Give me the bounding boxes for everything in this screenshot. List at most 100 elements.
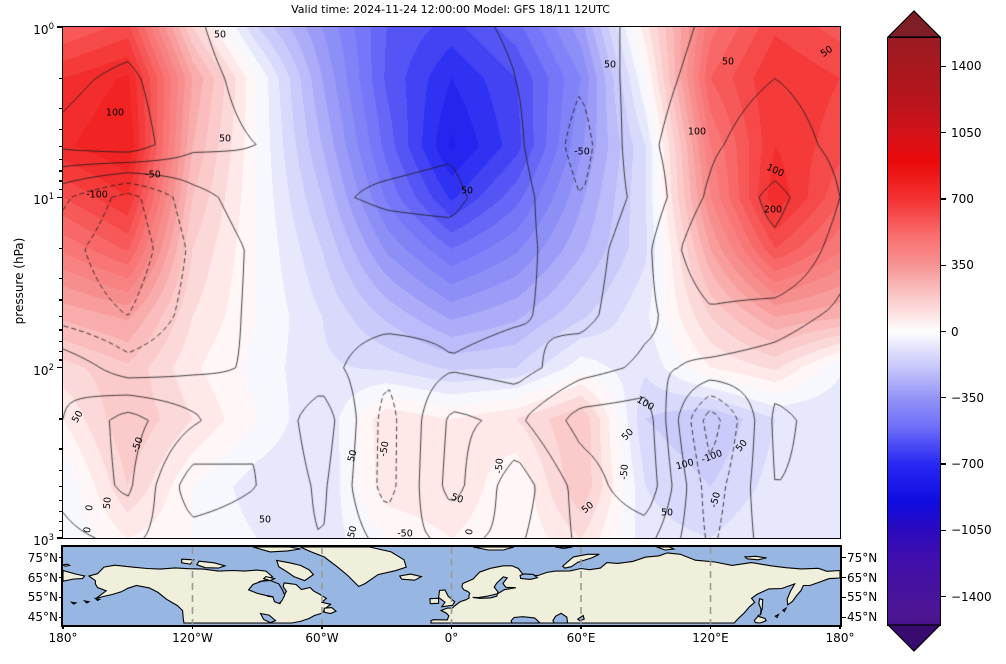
landmass-svalbard xyxy=(472,547,515,551)
landmass-ellesmere-island xyxy=(252,547,301,553)
map-lat-tick xyxy=(841,596,846,598)
landmass-aleutian-2 xyxy=(82,600,91,604)
landmass-na-mainland xyxy=(87,564,332,624)
y-axis-minor-tick xyxy=(59,189,63,191)
contour-label: 50 xyxy=(258,514,272,526)
map-lon-label: 120°E xyxy=(692,631,729,645)
contour-label: 50 xyxy=(218,133,232,145)
map-lat-tick xyxy=(841,616,846,618)
colorbar-tick xyxy=(941,330,946,333)
map-lon-tick xyxy=(709,625,712,629)
map-lon-tick xyxy=(450,625,453,629)
map-lat-label-left: 75°N xyxy=(27,550,58,565)
contour-label: -50 xyxy=(618,463,631,481)
map-lat-tick xyxy=(58,577,63,579)
water-body-black-sea xyxy=(510,616,542,624)
landmass-greenland xyxy=(300,547,407,588)
y-axis-minor-tick xyxy=(59,248,63,250)
y-axis-minor-tick xyxy=(59,159,63,161)
landmass-wrangel-island xyxy=(63,563,72,567)
map-lat-label-left: 55°N xyxy=(27,590,58,605)
colorbar-canvas xyxy=(888,38,940,625)
colorbar-tick-label: 0 xyxy=(951,324,959,339)
colorbar-tick xyxy=(941,198,946,200)
y-axis-minor-tick xyxy=(59,278,63,280)
y-axis-minor-tick xyxy=(59,529,63,531)
landmass-eurasia-mainland xyxy=(430,552,840,624)
map-lat-label-right: 65°N xyxy=(847,570,878,585)
colorbar-body xyxy=(887,37,941,626)
landmass-newfoundland xyxy=(323,607,338,615)
map-lat-tick xyxy=(841,557,846,559)
colorbar-tick xyxy=(941,397,946,399)
landmass-hokkaido xyxy=(753,615,767,624)
y-axis-minor-tick xyxy=(59,469,63,471)
colorbar-tick xyxy=(941,65,946,67)
colorbar-tick xyxy=(941,529,946,531)
landmass-baffin-island xyxy=(275,559,315,582)
y-axis-minor-tick xyxy=(59,511,63,513)
landmass-kuril-2 xyxy=(781,606,788,613)
y-axis-major-tick xyxy=(56,367,63,369)
water-body-great-lakes xyxy=(259,612,277,624)
y-axis-minor-tick xyxy=(59,520,63,523)
y-axis-minor-tick xyxy=(59,315,63,318)
water-body-aral-sea xyxy=(576,614,585,622)
map-lon-tick xyxy=(191,625,194,629)
y-axis-tick-label: 102 xyxy=(33,362,54,378)
colorbar-tick xyxy=(941,595,946,598)
y-axis-minor-tick xyxy=(59,145,63,147)
landmass-franz-josef-land xyxy=(555,547,573,549)
contour-label: 50 xyxy=(101,496,114,510)
map-lat-label-right: 45°N xyxy=(847,610,878,625)
y-axis-major-tick xyxy=(56,196,63,198)
map-lat-label-right: 75°N xyxy=(847,550,878,565)
contour-label: 50 xyxy=(603,59,617,71)
map-lon-label: 60°W xyxy=(305,631,339,645)
colorbar-tick-label: −700 xyxy=(951,457,984,472)
contour-lines-canvas xyxy=(63,27,840,538)
y-axis-minor-tick xyxy=(59,170,63,172)
colorbar-tick-label: 1050 xyxy=(951,125,982,140)
y-axis-tick-label: 103 xyxy=(33,533,54,548)
contour-label: -50 xyxy=(493,457,506,475)
map-lon-label: 180° xyxy=(825,631,855,645)
colorbar-tick-label: −1400 xyxy=(951,589,992,604)
map-lat-label-right: 55°N xyxy=(847,590,878,605)
map-lon-label: 60°E xyxy=(566,631,596,645)
world-map xyxy=(63,547,840,625)
colorbar-tick xyxy=(941,463,946,465)
contour-label: -100 xyxy=(86,189,108,201)
y-axis-minor-tick xyxy=(59,359,63,361)
map-lat-tick xyxy=(841,577,846,579)
plot-title: Valid time: 2024-11-24 12:00:00 Model: G… xyxy=(291,3,610,16)
y-axis-minor-tick xyxy=(59,499,63,501)
map-lat-tick xyxy=(58,557,63,559)
map-lat-label-left: 45°N xyxy=(27,610,58,625)
landmass-southampton-island xyxy=(262,575,277,582)
landmass-great-britain xyxy=(438,589,456,608)
y-axis-minor-tick xyxy=(59,299,63,301)
map-lat-tick xyxy=(58,596,63,598)
contour-label: 100 xyxy=(687,126,707,138)
contour-label: 50 xyxy=(660,507,674,519)
landmass-banks-island xyxy=(181,558,195,565)
y-axis-label: pressure (hPa) xyxy=(12,237,26,325)
colorbar-tick-label: −1050 xyxy=(951,523,992,538)
map-lon-label: 0° xyxy=(444,631,459,645)
map-lon-tick xyxy=(839,625,841,629)
colorbar-tick xyxy=(941,132,946,134)
landmass-sakhalin xyxy=(757,597,764,617)
y-axis-minor-tick xyxy=(59,180,63,182)
landmass-kuril-1 xyxy=(774,613,780,619)
map-lon-tick xyxy=(62,625,64,629)
contour-label: 50 xyxy=(213,29,227,41)
y-axis-minor-tick xyxy=(59,129,63,131)
colorbar-lower-arrow xyxy=(887,624,941,652)
y-axis-minor-tick xyxy=(59,77,63,79)
y-axis-tick-label: 100 xyxy=(33,22,54,37)
contour-label: -50 xyxy=(397,528,413,540)
y-axis-tick-label: 101 xyxy=(33,192,54,208)
colorbar-tick-label: −350 xyxy=(951,390,984,405)
